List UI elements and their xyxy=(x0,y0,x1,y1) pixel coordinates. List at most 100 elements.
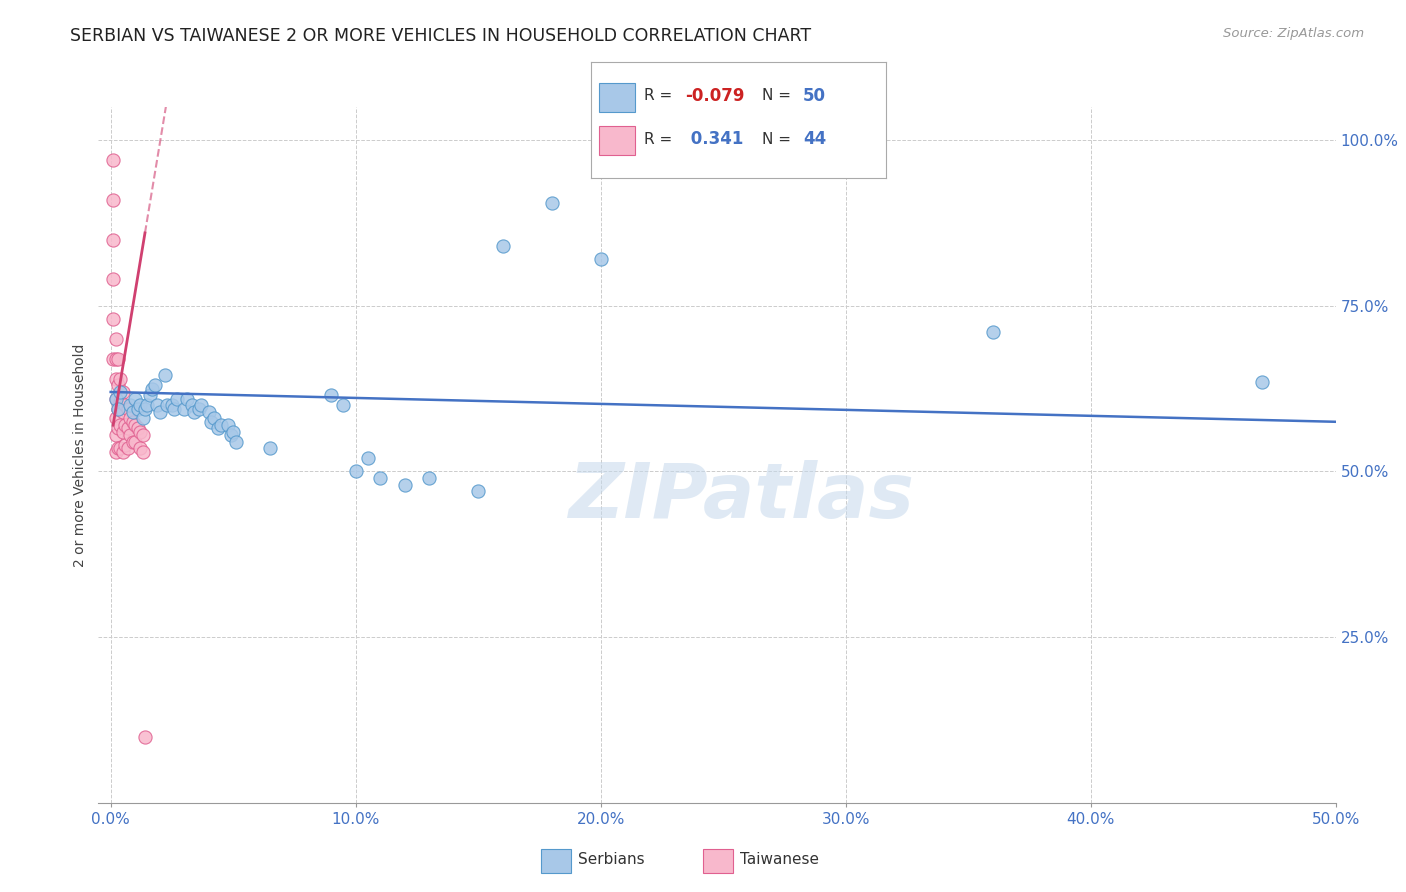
Point xyxy=(121,415,143,429)
Point xyxy=(121,434,143,449)
Point xyxy=(124,392,146,406)
Text: R =: R = xyxy=(644,88,672,103)
Point xyxy=(176,392,198,406)
Point xyxy=(259,442,281,456)
FancyBboxPatch shape xyxy=(599,126,636,155)
Point xyxy=(589,252,612,267)
Point xyxy=(217,418,239,433)
Point xyxy=(163,401,186,416)
Point xyxy=(104,428,127,442)
Point xyxy=(200,415,222,429)
Text: 0.341: 0.341 xyxy=(685,130,744,148)
Text: Source: ZipAtlas.com: Source: ZipAtlas.com xyxy=(1223,27,1364,40)
Point xyxy=(114,438,136,452)
Point xyxy=(114,398,136,412)
Point xyxy=(110,395,132,409)
Text: ZIPatlas: ZIPatlas xyxy=(569,459,915,533)
Point xyxy=(107,378,129,392)
Point xyxy=(225,434,247,449)
Point xyxy=(1251,375,1274,389)
Point xyxy=(101,193,124,207)
Point xyxy=(104,392,127,406)
Point xyxy=(101,272,124,286)
Point xyxy=(114,418,136,433)
Point xyxy=(131,411,153,425)
Point xyxy=(121,405,143,419)
Point xyxy=(180,398,202,412)
Text: SERBIAN VS TAIWANESE 2 OR MORE VEHICLES IN HOUSEHOLD CORRELATION CHART: SERBIAN VS TAIWANESE 2 OR MORE VEHICLES … xyxy=(70,27,811,45)
Point xyxy=(117,401,139,416)
Point xyxy=(134,401,156,416)
Point xyxy=(173,401,195,416)
Point xyxy=(166,392,188,406)
Point xyxy=(344,465,367,479)
Point xyxy=(111,425,134,439)
Point xyxy=(104,372,127,386)
Point xyxy=(129,398,152,412)
Point xyxy=(131,444,153,458)
Point xyxy=(981,326,1004,340)
Point xyxy=(129,425,152,439)
Point xyxy=(101,312,124,326)
Text: N =: N = xyxy=(762,132,790,147)
Point xyxy=(146,398,169,412)
Text: Taiwanese: Taiwanese xyxy=(740,852,820,867)
Point xyxy=(357,451,380,466)
Point xyxy=(394,477,416,491)
Point xyxy=(124,418,146,433)
Point xyxy=(219,428,242,442)
Point xyxy=(124,434,146,449)
Point xyxy=(197,405,219,419)
Point xyxy=(160,398,183,412)
Point xyxy=(101,153,124,167)
Point xyxy=(149,405,172,419)
Point xyxy=(209,418,232,433)
Point xyxy=(127,401,149,416)
Point xyxy=(110,372,132,386)
FancyBboxPatch shape xyxy=(541,849,571,873)
Point xyxy=(117,442,139,456)
Point xyxy=(187,401,209,416)
Point xyxy=(104,351,127,366)
Point xyxy=(107,401,129,416)
Y-axis label: 2 or more Vehicles in Household: 2 or more Vehicles in Household xyxy=(73,343,87,566)
Point xyxy=(107,421,129,435)
Text: R =: R = xyxy=(644,132,672,147)
Text: 44: 44 xyxy=(803,130,827,148)
Point xyxy=(141,382,163,396)
Point xyxy=(107,401,129,416)
Point xyxy=(321,388,343,402)
Point xyxy=(110,418,132,433)
Point xyxy=(139,388,162,402)
Point xyxy=(120,398,142,412)
Point xyxy=(134,730,156,744)
Point xyxy=(207,421,229,435)
FancyBboxPatch shape xyxy=(599,83,636,112)
Point xyxy=(101,351,124,366)
Point xyxy=(120,428,142,442)
Point xyxy=(101,233,124,247)
Point xyxy=(110,442,132,456)
Point xyxy=(104,392,127,406)
Text: Serbians: Serbians xyxy=(578,852,645,867)
Point xyxy=(418,471,440,485)
Point xyxy=(222,425,245,439)
Point xyxy=(202,411,225,425)
Point xyxy=(153,368,176,383)
Point xyxy=(190,398,212,412)
Point xyxy=(156,398,179,412)
Point xyxy=(492,239,515,253)
Point xyxy=(104,332,127,346)
Point xyxy=(107,351,129,366)
Point xyxy=(111,384,134,399)
Point xyxy=(131,428,153,442)
Text: N =: N = xyxy=(762,88,790,103)
Point xyxy=(111,405,134,419)
Point xyxy=(129,442,152,456)
Text: 50: 50 xyxy=(803,87,827,104)
Point xyxy=(540,196,562,211)
Point xyxy=(332,398,354,412)
Text: -0.079: -0.079 xyxy=(685,87,745,104)
Point xyxy=(368,471,391,485)
FancyBboxPatch shape xyxy=(703,849,734,873)
